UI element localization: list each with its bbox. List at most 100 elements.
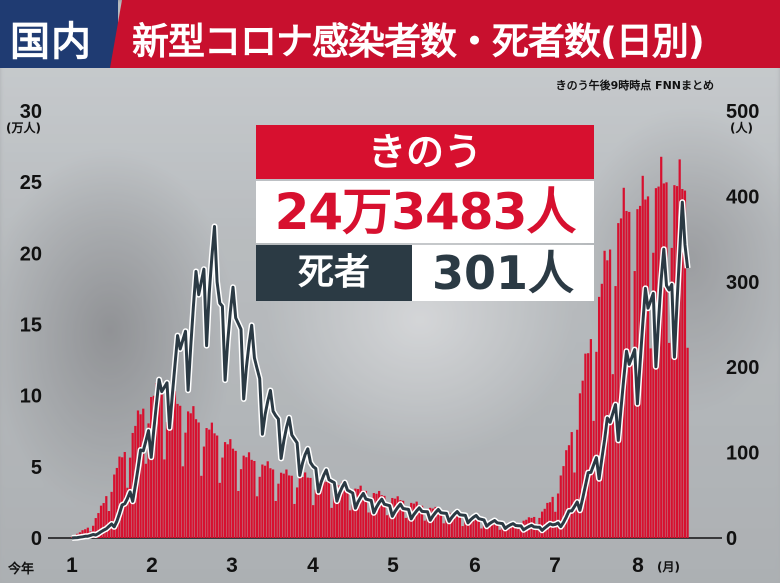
cases-bar xyxy=(126,487,129,538)
summary-panel: きのう 24万3483人 死者 301人 xyxy=(256,125,594,301)
x-tick-label: 4 xyxy=(307,554,319,577)
x-tick-label: 2 xyxy=(146,554,158,577)
cases-bar xyxy=(226,444,229,538)
cases-bar xyxy=(597,296,601,538)
cases-bar xyxy=(97,513,100,538)
cases-bar xyxy=(576,429,579,538)
cases-bar xyxy=(314,489,317,538)
deaths-line xyxy=(71,200,690,540)
cases-bar xyxy=(396,496,399,538)
x-axis-year-label: 今年 xyxy=(7,561,34,577)
cases-bar xyxy=(205,428,208,538)
cases-bar xyxy=(354,488,357,538)
cases-bar xyxy=(115,467,118,538)
cases-bar xyxy=(319,480,323,538)
left-tick-label: 25 xyxy=(20,172,42,194)
cases-bar xyxy=(301,476,304,538)
right-tick-label: 0 xyxy=(726,528,737,550)
x-axis-unit: (月) xyxy=(657,560,680,574)
cases-bar xyxy=(649,348,652,538)
cases-bar xyxy=(258,476,261,538)
left-axis: 0 5 10 15 20 25 30 xyxy=(20,101,42,550)
cases-bar xyxy=(221,457,224,538)
cases-bar xyxy=(469,518,472,538)
cases-bar xyxy=(356,489,360,538)
cases-bar xyxy=(548,502,552,538)
cases-bar xyxy=(325,481,328,538)
cases-bar xyxy=(402,500,405,538)
cases-bar xyxy=(165,422,169,538)
cases-bar xyxy=(362,490,365,538)
cases-bar xyxy=(464,520,467,538)
cases-bar xyxy=(147,423,150,538)
cases-bar xyxy=(426,512,429,538)
cases-bar xyxy=(213,433,216,538)
x-tick-label: 7 xyxy=(549,554,561,577)
cases-bar xyxy=(412,503,416,538)
cases-bar xyxy=(327,482,331,538)
cases-bar xyxy=(559,475,562,538)
cases-bar xyxy=(330,507,333,538)
cases-bar xyxy=(423,520,426,538)
cases-bar xyxy=(506,523,509,538)
cases-bar xyxy=(94,518,97,538)
cases-bar xyxy=(652,252,655,539)
cases-bar xyxy=(208,429,211,538)
cases-bar xyxy=(309,477,312,538)
cases-bar xyxy=(163,459,166,538)
cases-bar xyxy=(118,456,121,538)
cases-bar xyxy=(171,400,174,538)
cases-bar xyxy=(200,475,203,538)
cases-bar xyxy=(584,353,587,538)
cases-bar xyxy=(144,463,148,538)
cases-bar xyxy=(458,515,462,538)
cases-bar xyxy=(606,260,609,538)
cases-bar xyxy=(686,347,689,538)
cases-bar xyxy=(298,476,301,538)
cases-bar xyxy=(668,342,671,538)
cases-bar xyxy=(511,522,515,538)
cases-bar xyxy=(683,190,687,538)
cases-bar xyxy=(304,472,307,538)
cases-bar xyxy=(152,395,155,538)
cases-bar xyxy=(341,481,344,538)
cases-bar xyxy=(450,513,453,538)
cases-bar xyxy=(589,339,593,538)
cases-bar xyxy=(370,500,373,538)
cases-bar xyxy=(439,510,443,538)
cases-bar xyxy=(375,493,378,538)
cases-bar xyxy=(290,475,293,538)
cases-bar xyxy=(210,422,213,538)
cases-bar xyxy=(665,182,668,538)
x-axis: 1 2 3 4 5 6 7 8 xyxy=(66,554,644,577)
cases-bar xyxy=(501,526,504,538)
cases-bar xyxy=(628,211,631,538)
cases-bar xyxy=(194,419,198,538)
cases-bar xyxy=(189,413,192,538)
cases-bar xyxy=(343,486,346,538)
cases-bar xyxy=(155,383,158,538)
cases-bar xyxy=(595,351,598,538)
cases-bar xyxy=(437,509,440,538)
cases-bar xyxy=(269,468,272,538)
cases-bar xyxy=(675,186,679,538)
cases-bar xyxy=(338,485,341,538)
cases-bar xyxy=(250,459,253,538)
cases-bar xyxy=(472,517,475,538)
cases-bar xyxy=(261,464,264,538)
cases-bar xyxy=(306,477,309,538)
cases-bar xyxy=(475,519,478,538)
cases-bar xyxy=(535,525,538,538)
cases-bar xyxy=(335,484,339,538)
cases-bar xyxy=(581,380,584,538)
cases-bar xyxy=(490,521,494,538)
cases-bar xyxy=(157,393,161,538)
cases-bar xyxy=(496,522,499,538)
cases-bar xyxy=(673,185,676,538)
cases-bar xyxy=(678,159,681,538)
cases-bar xyxy=(418,505,421,538)
x-tick-label: 8 xyxy=(632,554,644,577)
cases-bar xyxy=(482,524,486,538)
cases-bar xyxy=(239,469,243,538)
cases-bar xyxy=(562,466,565,538)
